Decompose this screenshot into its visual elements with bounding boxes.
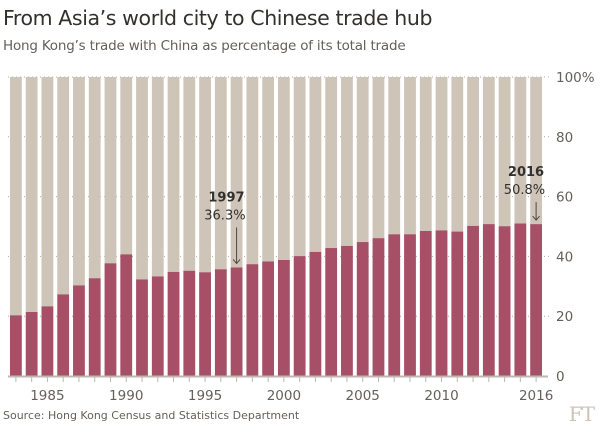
bar-china [167,271,180,376]
bar-rest-of-world [277,77,290,260]
bar-china [451,231,464,376]
annotation-value: 50.8% [504,183,545,198]
bar-china [73,285,85,376]
bar-rest-of-world [136,77,148,280]
chart-subtitle: Hong Kong’s trade with China as percenta… [3,38,406,54]
bar-rest-of-world [9,77,22,316]
bar-china [25,312,38,376]
bar-rest-of-world [25,77,38,313]
x-tick-label: 2000 [267,388,301,404]
annotation-year: 1997 [208,190,244,205]
bar-china [214,269,227,376]
bar-rest-of-world [293,77,306,257]
x-tick-label: 2010 [424,388,458,404]
bar-rest-of-world [419,77,432,231]
x-tick-label: 1985 [30,388,64,404]
bar-china [246,264,259,376]
bar-china [88,278,101,376]
bar-china [498,226,511,376]
x-tick-label: 2005 [346,388,380,404]
bar-rest-of-world [435,77,448,231]
bar-china [341,245,353,376]
y-tick-label: 20 [556,309,573,325]
bar-rest-of-world [151,77,164,277]
bar-china [151,276,164,376]
bar-rest-of-world [372,77,385,239]
bar-rest-of-world [199,77,211,273]
bar-rest-of-world [230,77,243,268]
annotation-year: 2016 [508,165,544,180]
chart-title: From Asia’s world city to Chinese trade … [3,6,433,30]
bar-rest-of-world [451,77,464,232]
bar-china [514,223,527,376]
source-note: Source: Hong Kong Census and Statistics … [3,409,300,422]
bar-rest-of-world [120,77,133,255]
bar-china [372,238,385,376]
bar-china [9,315,22,376]
bar-rest-of-world [88,77,101,279]
bar-rest-of-world [167,77,180,272]
bar-china [388,234,401,376]
bar-rest-of-world [183,77,196,271]
bar-rest-of-world [388,77,401,235]
bar-china [530,224,543,376]
bar-china [57,294,70,376]
bar-china [41,306,54,376]
bar-china [277,259,290,376]
bar-china [404,234,416,376]
y-tick-label: 40 [556,249,573,265]
bar-rest-of-world [341,77,353,246]
bar-china [183,270,196,376]
bar-china [419,230,432,376]
arrow-head-icon [232,259,241,265]
bar-china [230,267,243,376]
bar-rest-of-world [57,77,70,295]
bar-china [482,224,495,376]
bar-rest-of-world [262,77,275,262]
bar-china [293,256,306,376]
bar-china [467,225,479,376]
annotation-value: 36.3% [204,208,245,223]
bar-china [309,251,322,376]
y-tick-label: 100% [556,70,595,86]
x-tick-label: 1990 [109,388,143,404]
bar-china [136,279,148,376]
bar-china [120,254,133,376]
bar-china [356,242,369,376]
bar-rest-of-world [309,77,322,252]
bar-china [199,272,211,376]
bar-rest-of-world [530,77,543,225]
y-tick-label: 0 [556,369,565,385]
ft-logo: FT [568,402,595,426]
bar-rest-of-world [404,77,416,235]
y-tick-label: 60 [556,190,573,206]
bar-china [262,261,275,376]
bar-rest-of-world [498,77,511,227]
bar-rest-of-world [246,77,259,265]
bar-rest-of-world [482,77,495,225]
bar-rest-of-world [41,77,54,307]
arrow-head-icon [532,215,540,221]
bar-rest-of-world [356,77,369,243]
bar-rest-of-world [214,77,227,270]
x-tick-label: 1995 [188,388,222,404]
bar-rest-of-world [73,77,85,286]
bar-rest-of-world [514,77,527,224]
bar-rest-of-world [325,77,338,249]
y-tick-label: 80 [556,130,573,146]
bar-rest-of-world [467,77,479,226]
x-tick-label: 2016 [519,388,553,404]
bar-rest-of-world [104,77,117,264]
bar-china [325,248,338,376]
bar-china [435,230,448,376]
bar-china [104,263,117,376]
